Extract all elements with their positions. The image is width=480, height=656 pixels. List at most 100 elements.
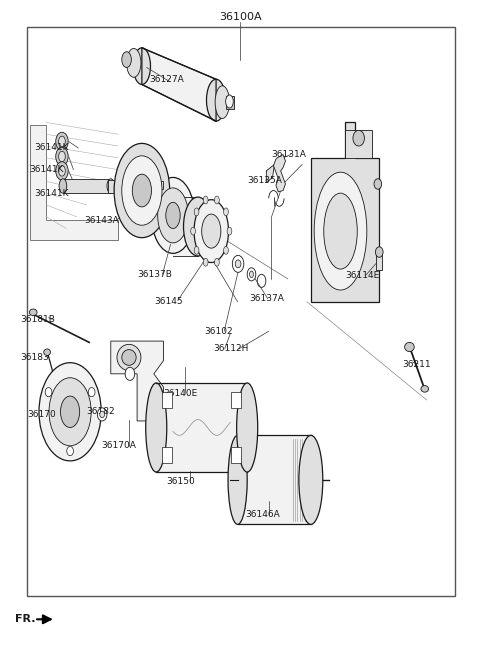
Ellipse shape bbox=[324, 193, 357, 269]
Ellipse shape bbox=[250, 271, 253, 277]
Ellipse shape bbox=[39, 363, 101, 461]
Bar bbox=[27, 27, 456, 596]
Ellipse shape bbox=[122, 156, 162, 225]
Ellipse shape bbox=[194, 208, 199, 216]
Ellipse shape bbox=[183, 197, 212, 256]
Ellipse shape bbox=[374, 178, 382, 189]
Ellipse shape bbox=[228, 436, 247, 524]
Text: 36211: 36211 bbox=[403, 359, 432, 369]
Ellipse shape bbox=[202, 214, 221, 248]
Text: 36100A: 36100A bbox=[219, 12, 261, 22]
Ellipse shape bbox=[215, 258, 219, 266]
Bar bbox=[231, 392, 241, 408]
Bar bbox=[238, 436, 311, 524]
Text: 36137A: 36137A bbox=[250, 294, 285, 303]
Ellipse shape bbox=[191, 227, 195, 235]
Ellipse shape bbox=[152, 177, 194, 253]
Text: 36182: 36182 bbox=[86, 407, 115, 417]
Ellipse shape bbox=[203, 196, 208, 204]
Ellipse shape bbox=[107, 178, 115, 193]
Ellipse shape bbox=[56, 133, 68, 151]
Bar bbox=[345, 131, 372, 158]
Text: 36170A: 36170A bbox=[101, 441, 136, 450]
Ellipse shape bbox=[203, 258, 208, 266]
Ellipse shape bbox=[29, 309, 37, 316]
Bar bbox=[63, 178, 111, 193]
Ellipse shape bbox=[215, 86, 229, 119]
Ellipse shape bbox=[122, 350, 136, 365]
Ellipse shape bbox=[247, 268, 256, 281]
Ellipse shape bbox=[132, 174, 152, 207]
Ellipse shape bbox=[88, 388, 95, 397]
Bar bbox=[231, 447, 241, 463]
Text: 36114E: 36114E bbox=[345, 271, 380, 280]
Ellipse shape bbox=[127, 49, 141, 77]
Ellipse shape bbox=[224, 208, 228, 216]
Ellipse shape bbox=[314, 173, 367, 290]
Bar bbox=[156, 383, 247, 472]
Text: 36143A: 36143A bbox=[84, 216, 119, 225]
Polygon shape bbox=[30, 125, 118, 239]
Ellipse shape bbox=[97, 408, 107, 421]
Bar bbox=[162, 447, 172, 463]
Ellipse shape bbox=[194, 247, 199, 255]
Text: 36170: 36170 bbox=[27, 410, 56, 419]
Ellipse shape bbox=[257, 274, 266, 287]
Text: 36145: 36145 bbox=[154, 297, 182, 306]
Ellipse shape bbox=[114, 144, 169, 237]
Ellipse shape bbox=[67, 447, 73, 456]
Polygon shape bbox=[266, 165, 275, 182]
Text: 36183: 36183 bbox=[20, 353, 48, 362]
Polygon shape bbox=[142, 48, 216, 121]
Ellipse shape bbox=[157, 188, 188, 243]
Ellipse shape bbox=[59, 136, 65, 147]
Ellipse shape bbox=[227, 227, 232, 235]
Ellipse shape bbox=[45, 388, 52, 397]
Ellipse shape bbox=[232, 255, 244, 272]
Polygon shape bbox=[111, 341, 163, 421]
Polygon shape bbox=[274, 155, 286, 192]
Text: 36137B: 36137B bbox=[137, 270, 172, 279]
Bar bbox=[376, 252, 382, 270]
Ellipse shape bbox=[194, 199, 228, 262]
Ellipse shape bbox=[299, 436, 323, 524]
Text: FR.: FR. bbox=[15, 614, 36, 625]
Ellipse shape bbox=[122, 52, 132, 68]
Ellipse shape bbox=[224, 247, 228, 255]
Ellipse shape bbox=[215, 196, 219, 204]
Ellipse shape bbox=[60, 396, 80, 428]
Ellipse shape bbox=[353, 131, 364, 146]
Ellipse shape bbox=[226, 95, 233, 108]
Ellipse shape bbox=[117, 344, 141, 371]
Polygon shape bbox=[311, 122, 379, 302]
Ellipse shape bbox=[59, 178, 67, 193]
Bar bbox=[142, 181, 163, 189]
Bar bbox=[108, 180, 143, 193]
Bar bbox=[162, 392, 172, 408]
Text: 36141K: 36141K bbox=[34, 144, 69, 152]
Ellipse shape bbox=[375, 247, 383, 257]
Ellipse shape bbox=[59, 152, 65, 162]
Ellipse shape bbox=[133, 48, 151, 85]
Ellipse shape bbox=[44, 349, 50, 356]
Ellipse shape bbox=[56, 162, 68, 180]
Text: 36150: 36150 bbox=[166, 478, 194, 486]
Text: 36141K: 36141K bbox=[34, 189, 69, 197]
Text: 36135A: 36135A bbox=[247, 176, 282, 185]
Ellipse shape bbox=[421, 386, 429, 392]
Ellipse shape bbox=[125, 367, 135, 380]
Bar bbox=[226, 96, 234, 109]
Ellipse shape bbox=[235, 260, 241, 268]
Ellipse shape bbox=[166, 202, 180, 228]
Ellipse shape bbox=[146, 383, 167, 472]
Text: 36141K: 36141K bbox=[29, 165, 64, 174]
Ellipse shape bbox=[56, 148, 68, 166]
Ellipse shape bbox=[206, 79, 226, 121]
Text: 36131A: 36131A bbox=[271, 150, 306, 159]
Bar bbox=[172, 197, 199, 256]
Ellipse shape bbox=[405, 342, 414, 352]
Ellipse shape bbox=[100, 411, 105, 418]
Text: 36146A: 36146A bbox=[245, 510, 279, 519]
Text: 36127A: 36127A bbox=[149, 75, 184, 84]
Text: 36140E: 36140E bbox=[163, 389, 198, 398]
